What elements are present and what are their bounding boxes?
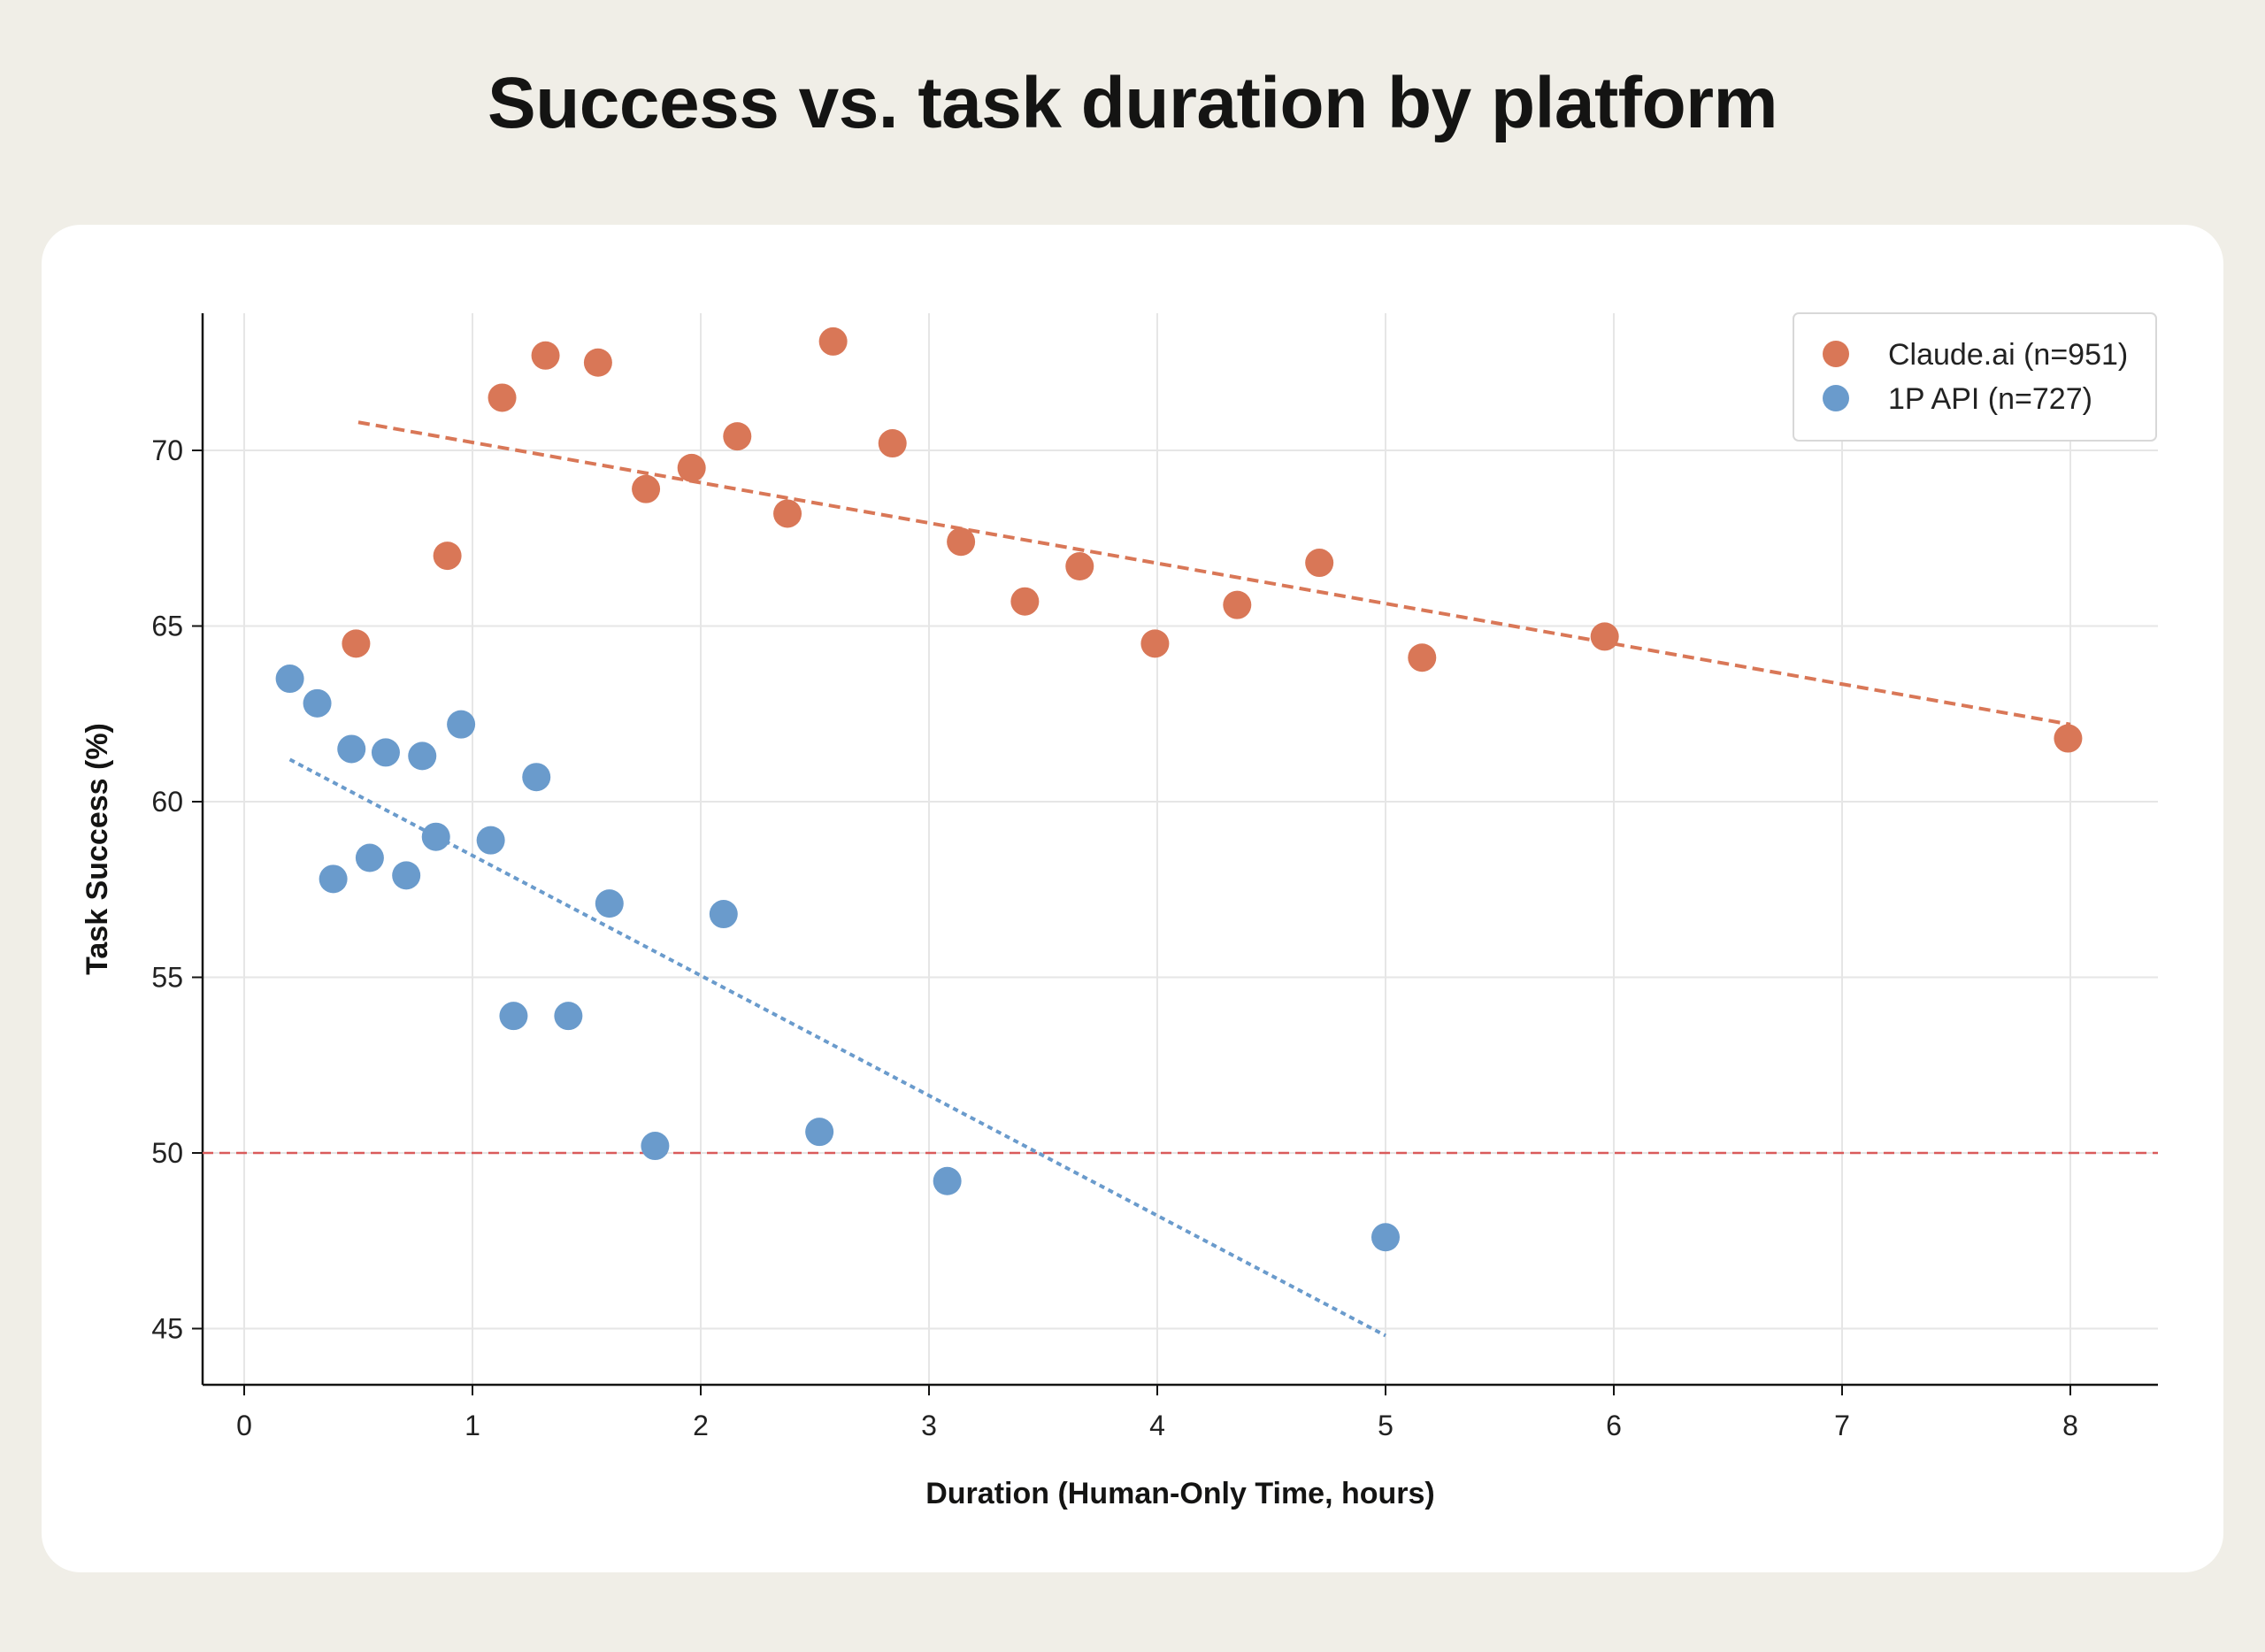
claude-ai-point [1223,590,1252,619]
y-tick-label: 70 [151,434,183,466]
api-point [641,1132,670,1161]
y-tick-label: 65 [151,611,183,642]
api-point [408,741,437,771]
api-point [476,826,505,855]
api-point [447,710,476,739]
api-point [303,688,332,718]
claude-ai-trend-line [357,420,2071,726]
x-tick-label: 2 [693,1410,709,1441]
x-tick-label: 7 [1834,1410,1850,1441]
claude-ai-point [773,499,802,528]
x-tick-label: 1 [465,1410,480,1441]
api-point [805,1118,834,1147]
api-point [499,1002,528,1031]
claude-ai-point [947,527,976,557]
api-point [1371,1223,1400,1252]
chart-card: 0 1 2 3 4 5 6 7 8 45 50 55 60 65 70 Duration (Human-Onl… [42,225,2223,1572]
api-point [933,1166,962,1195]
api-point [319,864,348,894]
x-axis-title: Duration (Human-Only Time, hours) [925,1477,1435,1510]
claude-ai-point [1140,629,1170,658]
claude-ai-point [342,629,371,658]
legend-marker-api [1823,385,1849,411]
legend-label: Claude.ai (n=951) [1888,338,2128,372]
x-tick-label: 6 [1606,1410,1622,1441]
legend-box [1793,312,2157,442]
legend-label: 1P API (n=727) [1888,382,2092,416]
claude-ai-point [488,383,517,412]
claude-ai-point [723,422,752,451]
y-axis-title: Task Success (%) [81,723,114,975]
claude-ai-point [2054,724,2083,753]
x-tick-label: 8 [2062,1410,2078,1441]
claude-ai-point [1305,549,1334,578]
claude-ai-point [632,474,661,503]
api-point [421,822,450,851]
claude-ai-point [878,429,907,458]
legend-marker-claude-ai [1823,341,1849,367]
claude-ai-point [818,327,848,356]
api-point [275,665,304,694]
api-point [554,1002,583,1031]
y-tick-label: 60 [151,786,183,818]
y-tick-label: 55 [151,962,183,994]
api-point [371,738,400,767]
chart-title: Success vs. task duration by platform [488,63,1777,143]
api-point [337,734,366,764]
x-tick-label: 5 [1378,1410,1394,1441]
x-tick-label: 4 [1149,1410,1165,1441]
x-tick-label: 0 [236,1410,252,1441]
claude-ai-point [1590,622,1619,651]
claude-ai-point [677,453,706,482]
claude-ai-point [433,542,462,571]
api-point [595,889,624,918]
claude-ai-point [1408,643,1437,672]
claude-ai-point [1010,587,1040,616]
y-tick-label: 45 [151,1313,183,1345]
x-tick-label: 3 [921,1410,937,1441]
api-point [522,763,551,792]
y-tick-label: 50 [151,1137,183,1169]
claude-ai-point [583,348,612,377]
claude-ai-point [1065,552,1094,581]
claude-ai-point [531,341,560,370]
api-trend-line [288,757,1386,1338]
api-point [355,843,384,872]
api-point [392,861,421,890]
api-point [709,900,738,929]
